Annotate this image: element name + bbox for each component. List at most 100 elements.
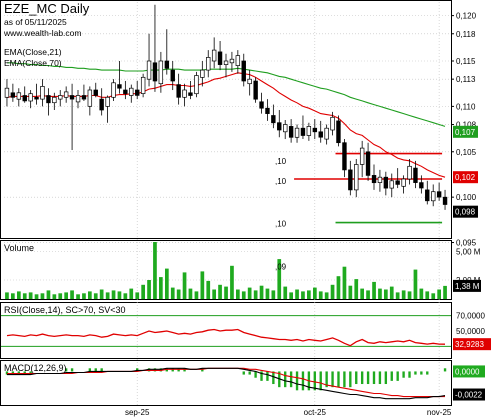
candle-body [46, 95, 51, 104]
price-tick-label: 0,120 [456, 12, 477, 21]
candle-body [407, 165, 412, 180]
candle-body [318, 131, 323, 138]
volume-bar [188, 288, 193, 299]
volume-bar [170, 287, 175, 299]
volume-bar [82, 293, 86, 299]
rsi-tick-label: 50,0000 [456, 327, 485, 336]
candle-body [52, 96, 57, 104]
volume-series [5, 242, 447, 300]
volume-bar [431, 293, 436, 299]
volume-bar [389, 286, 394, 299]
candle-body [188, 92, 193, 96]
volume-bar [117, 291, 122, 299]
x-tick-label: sep-25 [125, 408, 150, 417]
volume-bar [5, 292, 9, 299]
candle-body [371, 175, 377, 184]
volume-bar [200, 271, 205, 299]
price-inner-label: ,10 [275, 157, 287, 166]
candle-body [170, 69, 175, 82]
volume-bar [348, 285, 353, 299]
volume-bar [342, 266, 347, 299]
volume-bar [224, 286, 228, 299]
axis-labels: sep-25 oct-25 nov-25 0,120 0,118 0,115 0,113 0,… [125, 12, 491, 417]
candle-body [235, 55, 241, 66]
volume-bar [105, 292, 110, 299]
volume-bar [443, 285, 447, 299]
macd-zero-badge [453, 365, 485, 378]
price-pane [0, 0, 452, 239]
candle-body [182, 89, 187, 98]
volume-bar [289, 292, 293, 299]
candle-body [300, 127, 306, 136]
last-value-label: 0,098 [455, 208, 476, 217]
rsi-tick-label: 70,0000 [456, 312, 485, 321]
last-value-badge [453, 171, 478, 184]
volume-bar [241, 291, 246, 299]
rsi-title: RSI(Close,14), SC>70, SV<30 [4, 305, 126, 315]
legend-ema70: EMA(Close,70) [4, 58, 62, 68]
price-tick-label: 0,110 [456, 102, 476, 111]
volume-bar [165, 268, 169, 299]
volume-bar [153, 242, 157, 299]
volume-bar [265, 288, 270, 299]
macd-series [5, 367, 447, 400]
volume-bar [236, 289, 240, 299]
volume-bar [28, 292, 33, 299]
candle-body [431, 191, 436, 202]
price-series [4, 4, 448, 224]
volume-bar [247, 287, 252, 299]
chart-title: EZE_MC Daily [4, 1, 90, 16]
macd-last-badge [453, 388, 485, 401]
candle-body [206, 57, 211, 71]
candle-body [129, 87, 134, 96]
rsi-line [6, 328, 446, 347]
candle-body [99, 98, 104, 111]
price-inner-label: ,10 [275, 177, 287, 186]
volume-bar [354, 279, 359, 299]
volume-bar [366, 290, 370, 299]
volume-bar [395, 292, 400, 299]
volume-bar [212, 289, 216, 299]
candle-body [40, 86, 45, 100]
candle-body [247, 78, 252, 85]
candle-body [425, 189, 430, 202]
volume-bar [64, 292, 68, 299]
candle-body [176, 84, 181, 98]
last-value-badge [453, 205, 478, 218]
volume-bar [88, 291, 92, 299]
volume-bar [253, 290, 258, 299]
price-tick-label: 0,105 [456, 148, 477, 157]
volume-bar [206, 280, 211, 299]
candle-body [200, 69, 205, 78]
candle-body [413, 167, 418, 183]
candle-body [81, 95, 87, 100]
x-tick-label: oct-25 [304, 408, 327, 417]
candle-body [87, 89, 93, 107]
volume-bar [40, 293, 45, 299]
x-tick-label: nov-25 [427, 408, 452, 417]
candle-body [330, 116, 335, 131]
legend-ema21: EMA(Close,21) [4, 47, 62, 57]
candle-body [283, 124, 288, 133]
candle-body [277, 122, 282, 131]
candle-body [389, 180, 394, 189]
candle-body [217, 51, 223, 65]
candle-body [365, 151, 371, 176]
volume-bar [425, 291, 430, 299]
candle-body [377, 176, 383, 183]
candle-body [93, 89, 98, 96]
volume-bar [99, 289, 104, 299]
price-tick-label: 0,118 [456, 30, 476, 39]
candle-body [152, 62, 158, 82]
volume-bar [34, 294, 39, 300]
candle-body [354, 164, 359, 191]
volume-bar [159, 277, 163, 299]
site-url: www.wealth-lab.com [3, 28, 81, 38]
candle-body [211, 49, 217, 62]
volume-bar [360, 288, 364, 299]
candle-body [342, 142, 347, 171]
candle-body [34, 96, 39, 100]
volume-bar [407, 291, 412, 299]
volume-inner-label: ,09 [275, 263, 287, 272]
